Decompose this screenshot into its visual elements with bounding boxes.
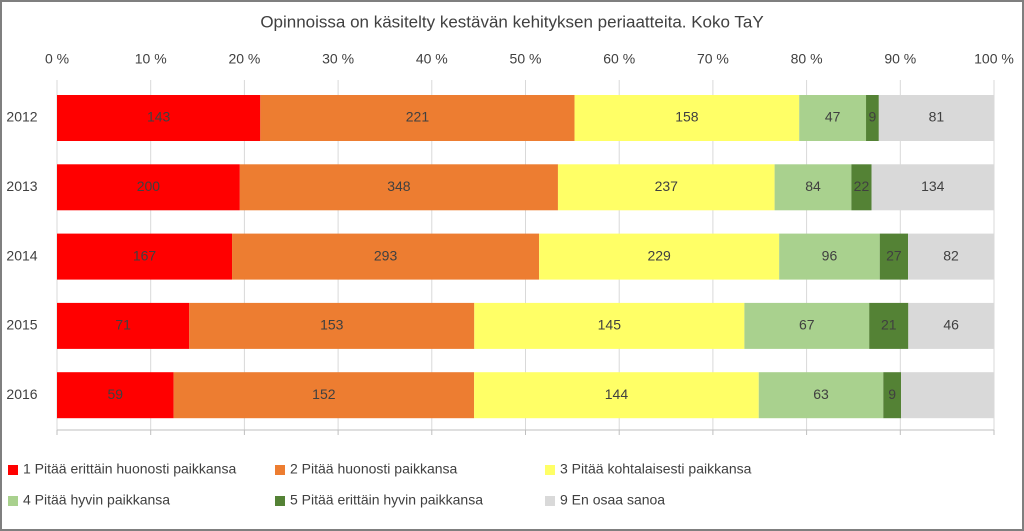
bar-segment (539, 233, 780, 280)
legend-label: 1 Pitää erittäin huonosti paikkansa (23, 461, 236, 477)
legend-label: 9 En osaa sanoa (560, 492, 665, 508)
data-label: 144 (605, 386, 629, 402)
data-label: 47 (825, 109, 841, 125)
data-label: 143 (147, 109, 171, 125)
bar-segment (779, 233, 880, 280)
legend-swatch (545, 465, 555, 475)
data-label: 293 (374, 247, 398, 263)
data-label: 237 (655, 178, 679, 194)
legend-swatch (8, 496, 18, 506)
bar-segment (869, 302, 909, 349)
data-label: 82 (943, 247, 959, 263)
x-tick-label: 30 % (322, 51, 354, 67)
y-tick-label: 2015 (6, 317, 37, 333)
bar-segment (883, 372, 902, 419)
x-tick-label: 90 % (884, 51, 916, 67)
data-label: 71 (115, 317, 131, 333)
y-tick-label: 2016 (6, 386, 37, 402)
y-tick-label: 2012 (6, 109, 37, 125)
x-tick-label: 100 % (974, 51, 1014, 67)
bar-segment (866, 95, 879, 141)
data-label: 22 (854, 178, 870, 194)
data-label: 158 (675, 109, 699, 125)
bar-segment (851, 164, 872, 211)
bar-segment (173, 372, 475, 419)
bar-segment (774, 164, 852, 211)
x-tick-label: 20 % (228, 51, 260, 67)
bar-segment (574, 95, 800, 141)
bar-segment (758, 372, 884, 419)
data-label: 134 (921, 178, 945, 194)
bar-segment (908, 233, 994, 280)
bar-segment (878, 95, 994, 141)
bar-segment (557, 164, 775, 211)
bar-segment (871, 164, 994, 211)
data-label: 229 (647, 247, 671, 263)
legend-swatch (545, 496, 555, 506)
data-label: 63 (813, 386, 829, 402)
bar-segment (474, 372, 759, 419)
x-tick-label: 60 % (603, 51, 635, 67)
bar-segment (260, 95, 575, 141)
data-label: 9 (869, 109, 877, 125)
data-label: 59 (108, 386, 124, 402)
bar-segment (908, 302, 994, 349)
bar-segment (901, 372, 994, 419)
legend-label: 2 Pitää huonosti paikkansa (290, 461, 458, 477)
legend-swatch (275, 496, 285, 506)
data-label: 167 (133, 247, 157, 263)
legend-label: 4 Pitää hyvin paikkansa (23, 492, 170, 508)
data-label: 27 (886, 247, 902, 263)
data-label: 152 (312, 386, 336, 402)
x-tick-label: 80 % (791, 51, 823, 67)
bar-segment (57, 372, 174, 419)
data-label: 46 (943, 317, 959, 333)
bar-segment (57, 302, 190, 349)
bar-segment (879, 233, 909, 280)
bar-segment (474, 302, 745, 349)
data-label: 200 (137, 178, 161, 194)
data-label: 153 (320, 317, 344, 333)
legend-swatch (275, 465, 285, 475)
chart-title: Opinnoissa on käsitelty kestävän kehityk… (260, 12, 763, 31)
x-tick-label: 40 % (416, 51, 448, 67)
x-tick-label: 0 % (45, 51, 69, 67)
bar-segment (744, 302, 870, 349)
legend-swatch (8, 465, 18, 475)
data-label: 145 (598, 317, 622, 333)
data-label: 9 (888, 386, 896, 402)
data-label: 21 (881, 317, 897, 333)
bar-segment (799, 95, 867, 141)
data-label: 67 (799, 317, 815, 333)
legend-label: 3 Pitää kohtalaisesti paikkansa (560, 461, 752, 477)
y-tick-label: 2014 (6, 247, 37, 263)
x-tick-label: 10 % (135, 51, 167, 67)
bar-segment (57, 164, 240, 211)
data-label: 84 (805, 178, 821, 194)
legend-label: 5 Pitää erittäin hyvin paikkansa (290, 492, 483, 508)
bar-segment (57, 95, 261, 141)
data-label: 96 (822, 247, 838, 263)
data-label: 221 (406, 109, 430, 125)
x-tick-label: 70 % (697, 51, 729, 67)
bar-segment (189, 302, 475, 349)
bar-segment (232, 233, 540, 280)
bar-segment (57, 233, 233, 280)
bar-segment (239, 164, 558, 211)
data-label: 81 (929, 109, 945, 125)
x-tick-label: 50 % (510, 51, 542, 67)
y-tick-label: 2013 (6, 178, 37, 194)
data-label: 348 (387, 178, 411, 194)
